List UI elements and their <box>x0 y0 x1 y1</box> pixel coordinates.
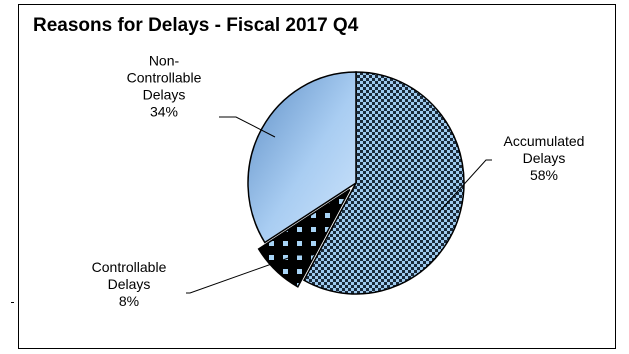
slice-label-line: Accumulated <box>504 133 585 149</box>
leader-line <box>437 159 492 214</box>
slice-label-line: 8% <box>119 293 139 309</box>
chart-title: Reasons for Delays - Fiscal 2017 Q4 <box>33 15 359 36</box>
slice-label-line: Delays <box>143 87 186 103</box>
slice-label-line: Controllable <box>127 70 202 86</box>
label-controllable-delays: Controllable Delays 8% <box>92 259 167 309</box>
leader-line <box>186 254 313 294</box>
edge-tick-mark <box>11 302 14 303</box>
slice-label-line: 34% <box>150 104 178 120</box>
slice-label-line: 58% <box>530 167 558 183</box>
slice-controllable-delays <box>257 188 351 288</box>
slice-accumulated-delays <box>302 71 465 295</box>
slice-label-line: Delays <box>108 276 151 292</box>
chart-area: Reasons for Delays - Fiscal 2017 Q4 <box>18 4 616 349</box>
slice-label-line: Delays <box>523 150 566 166</box>
slice-label-line: Non- <box>149 53 180 69</box>
label-non-controllable-delays: Non-Controllable Delays 34% <box>127 53 202 120</box>
slice-label-line: Controllable <box>92 259 167 275</box>
label-accumulated-delays: Accumulated Delays 58% <box>504 133 585 183</box>
leader-line <box>219 116 276 138</box>
